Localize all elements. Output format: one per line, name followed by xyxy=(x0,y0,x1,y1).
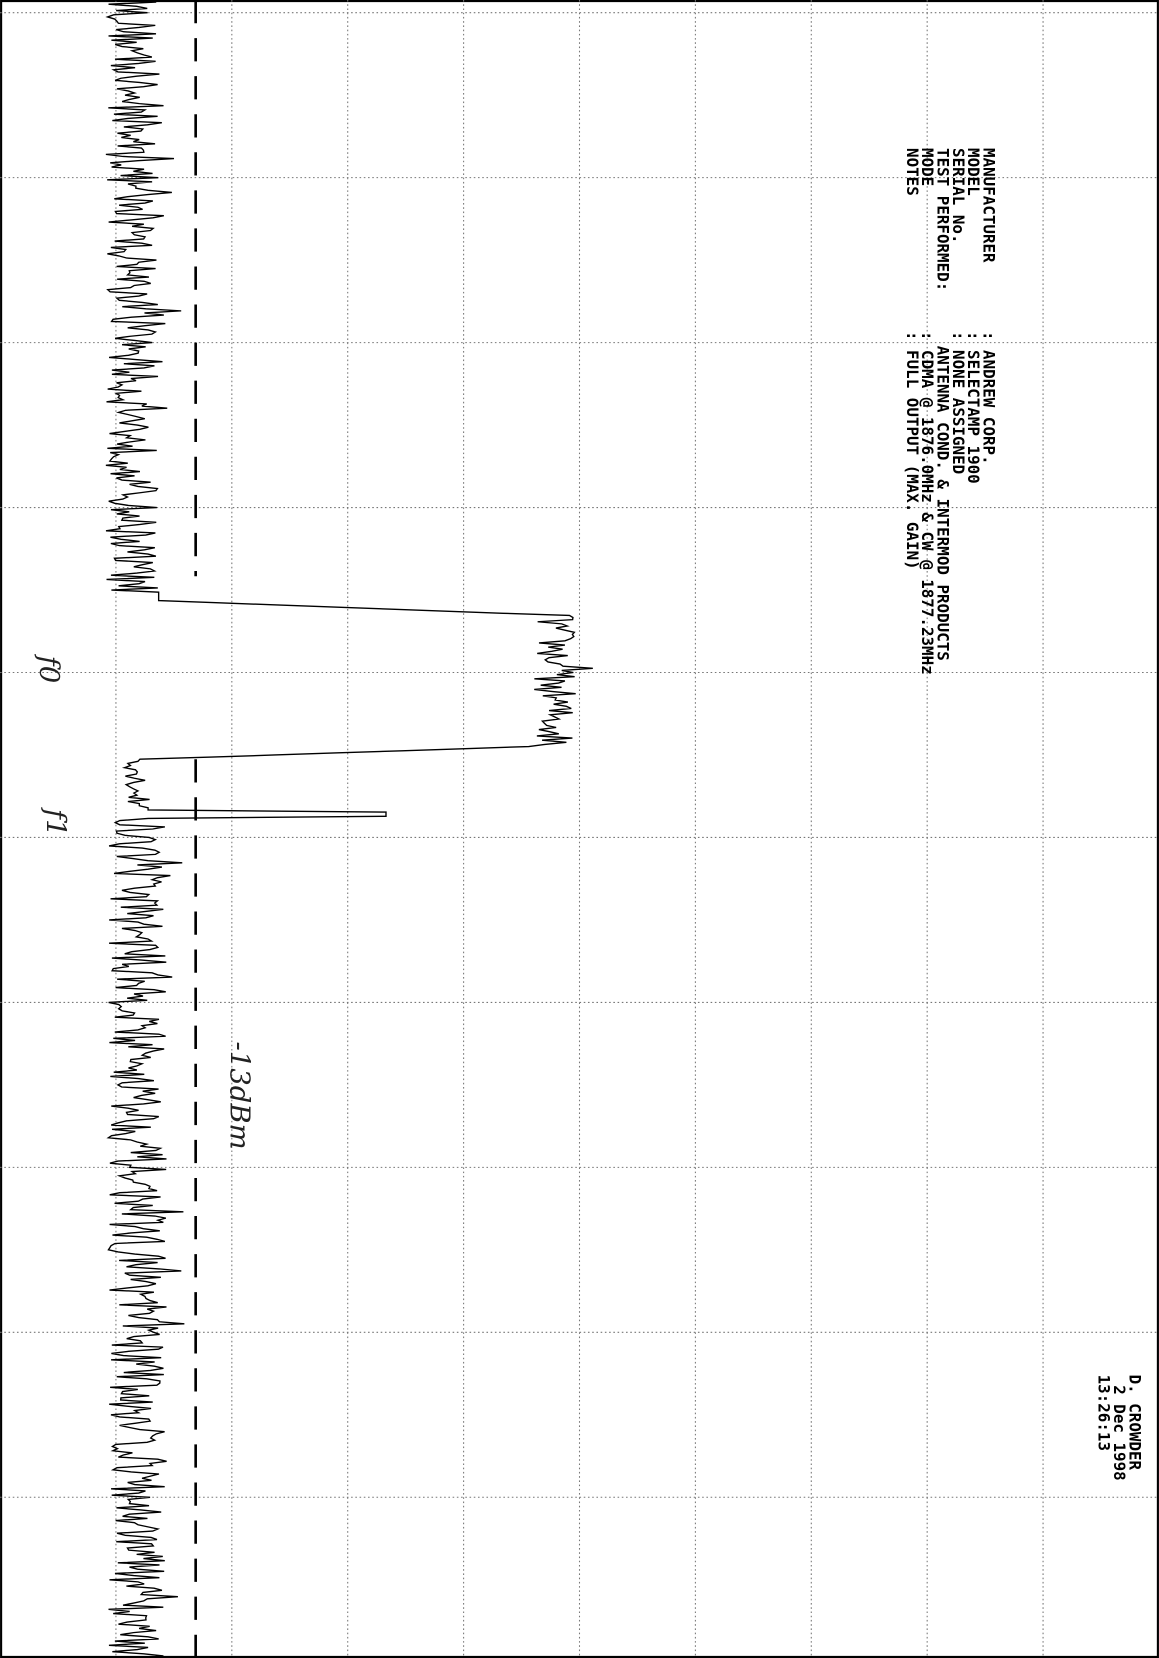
handwritten-limit: -13dBm xyxy=(224,1042,256,1150)
field-value: : ANDREW CORP. xyxy=(979,331,998,465)
handwritten-f0: f0 xyxy=(33,654,65,684)
handwritten-f1: f1 xyxy=(40,807,72,837)
field-label: TEST PERFORMED: xyxy=(933,148,952,291)
field-label: MODE xyxy=(918,148,937,186)
signature-line: 13:26:13 xyxy=(1095,1375,1114,1451)
field-value: : FULL OUTPUT (MAX. GAIN) xyxy=(903,331,922,570)
signature-line: 2 Dec 1998 xyxy=(1110,1385,1129,1480)
spectrum-trace xyxy=(105,0,593,1658)
field-label: NOTES xyxy=(903,148,922,196)
field-value: ANTENNA COND. & INTERMOD PRODUCTS xyxy=(933,346,952,661)
test-info: MANUFACTURER : ANDREW CORP. MODEL : SELECTA… xyxy=(903,148,999,675)
field-label: MANUFACTURER xyxy=(979,148,998,263)
signature-line: D. CROWDER xyxy=(1125,1375,1144,1471)
field-label: SERIAL No. xyxy=(949,148,968,243)
field-label: MODEL xyxy=(964,148,983,196)
field-value: : NONE ASSIGNED xyxy=(949,331,968,474)
field-value: : CDMA @ 1876.0MHz & CW @ 1877.23MHz xyxy=(918,331,937,675)
field-value: : SELECTAMP 1900 xyxy=(964,331,983,484)
